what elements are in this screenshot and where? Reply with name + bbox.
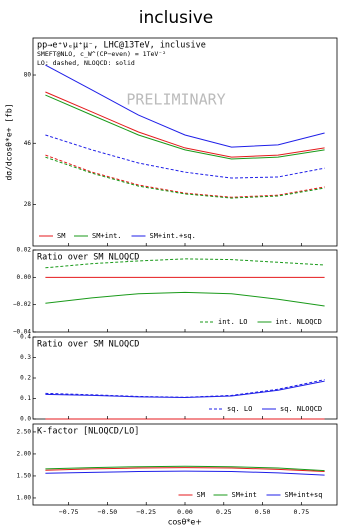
x-tick-label: 0.50 <box>255 508 271 516</box>
series-line <box>45 380 325 398</box>
y-tick-label: 1.00 <box>17 494 32 501</box>
x-tick-label: 0.00 <box>177 508 193 516</box>
y-tick-label: 2.00 <box>17 450 32 457</box>
series-line <box>45 467 325 473</box>
y-tick-label: −0.04 <box>13 329 31 336</box>
series-line <box>45 91 325 158</box>
legend-label: int. LO <box>218 318 248 326</box>
legend-label: SM+int <box>232 491 257 499</box>
series-line <box>45 154 325 198</box>
y-axis-label: dσ/dcosθ*e+ [fb] <box>5 103 14 180</box>
series-line <box>45 465 325 472</box>
panel-text: Ratio over SM NLOQCD <box>37 253 139 263</box>
y-tick-label: 46 <box>24 140 32 147</box>
x-tick-label: −0.25 <box>136 508 156 516</box>
legend-label: SM+int.+sq. <box>150 232 196 240</box>
series-line <box>45 94 325 160</box>
y-tick-label: 0.3 <box>20 354 31 361</box>
series-line <box>45 258 325 269</box>
x-axis-label: cosθ*e+ <box>168 518 202 526</box>
panel-text: pp→e⁺νₑμ⁺μ⁻, LHC@13TeV, inclusive <box>37 41 206 51</box>
chart-title: inclusive <box>139 8 213 28</box>
plot-frame <box>32 37 338 247</box>
y-tick-label: 0.2 <box>20 375 31 382</box>
y-tick-label: 0.02 <box>17 247 32 254</box>
legend-label: SM+int+sq <box>285 491 323 499</box>
y-tick-label: 0.4 <box>20 334 31 341</box>
series-line <box>45 470 325 476</box>
y-tick-label: 0.0 <box>20 416 31 423</box>
y-tick-label: 28 <box>24 201 32 208</box>
series-line <box>45 291 325 307</box>
y-tick-label: 0.1 <box>20 395 31 402</box>
x-tick-label: −0.50 <box>98 508 118 516</box>
legend-label: int. NLOQCD <box>276 318 322 326</box>
legend-label: SM+int. <box>92 232 122 240</box>
series-line <box>45 64 325 148</box>
x-tick-label: 0.25 <box>216 508 232 516</box>
y-tick-label: 1.50 <box>17 472 32 479</box>
y-tick-label: 0.00 <box>17 274 32 281</box>
legend-label: SM <box>197 491 205 499</box>
y-tick-label: 80 <box>24 72 32 79</box>
panel-text: SMEFT@NLO, c_W^(CP−even) = 1TeV⁻² <box>37 50 166 58</box>
panel-text: K-factor [NLOQCD/LO] <box>37 427 139 437</box>
x-tick-label: −0.75 <box>59 508 79 516</box>
panel-text: LO: dashed, NLOQCD: solid <box>37 59 135 67</box>
legend-label: SM <box>57 232 65 240</box>
series-line <box>45 379 325 398</box>
y-tick-label: −0.02 <box>13 301 31 308</box>
panel-text: Ratio over SM NLOQCD <box>37 340 139 350</box>
y-tick-label: 2.50 <box>17 428 32 435</box>
x-tick-label: 0.75 <box>293 508 309 516</box>
series-line <box>45 156 325 199</box>
legend-label: sq. NLOQCD <box>280 405 322 413</box>
watermark: PRELIMINARY <box>126 91 225 109</box>
legend-label: sq. LO <box>227 405 252 413</box>
